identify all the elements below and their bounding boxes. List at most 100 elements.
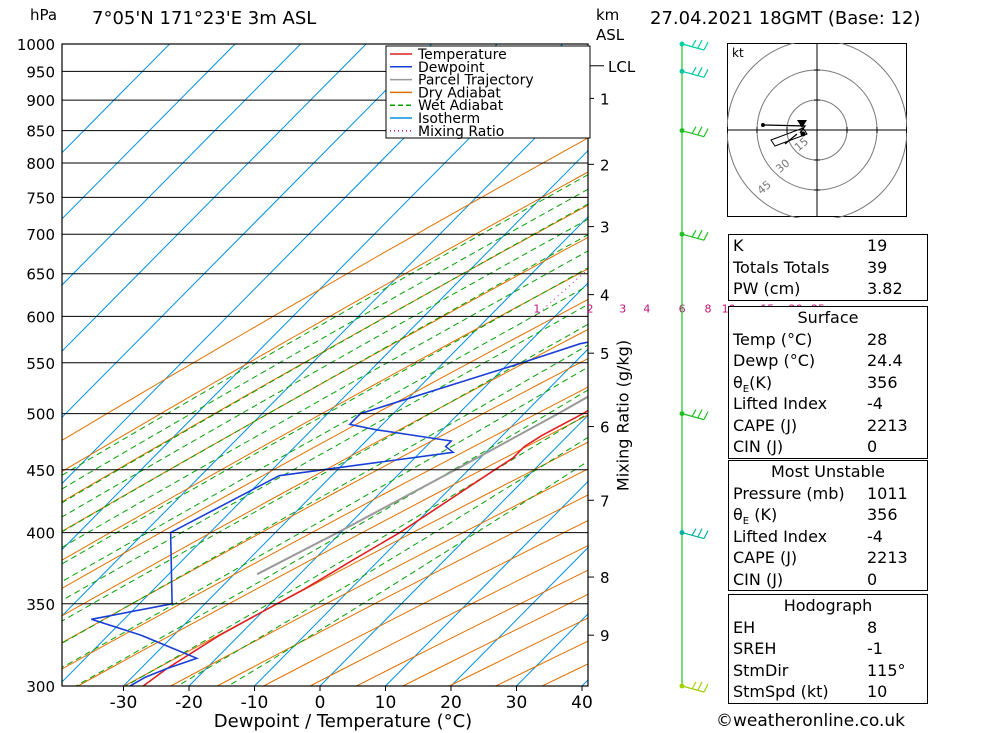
pressure-tick-label: 1000 [17, 36, 55, 54]
most-unstable-label: Pressure (mb) [733, 483, 845, 503]
dry-adiabat-line [216, 494, 588, 686]
hodograph-mean-dot [800, 131, 806, 137]
wind-barb [681, 126, 709, 138]
hodograph-label: StmDir [733, 660, 789, 680]
hodograph-label: SREH [733, 639, 777, 658]
surface-label: Dewp (°C) [733, 351, 816, 370]
wind-barb [681, 39, 709, 51]
index-row: Totals Totals 39 [729, 257, 927, 279]
pressure-tick-label: 950 [26, 63, 55, 81]
isotherm-line [62, 44, 301, 286]
most-unstable-row: CIN (J) 0 [729, 569, 927, 591]
pressure-tick-label: 650 [26, 266, 55, 284]
dry-adiabat-line [62, 358, 588, 644]
hodograph-start-dot [761, 123, 765, 127]
hodograph-value: 10 [867, 682, 888, 701]
wind-barb [681, 681, 709, 693]
hodograph-table-title: Hodograph [783, 596, 873, 615]
most-unstable-label: θE (K) [733, 505, 778, 528]
plot-border [61, 43, 589, 687]
isotherm-line [188, 282, 588, 686]
dry-adiabat-line [170, 468, 588, 686]
temperature-line [142, 409, 588, 686]
isotherm-line [385, 480, 588, 686]
mixing-ratio-label: 2 [586, 302, 593, 315]
pressure-tick-label: 400 [26, 525, 55, 543]
x-tick-label: -30 [110, 693, 138, 713]
pressure-tick-label: 600 [26, 308, 55, 326]
most-unstable-row: θE (K) 356 [729, 504, 927, 528]
dry-adiabat-line [62, 171, 588, 473]
wet-adiabat-line [62, 174, 588, 476]
wind-barbs [679, 39, 709, 693]
wet-adiabat-line [62, 285, 588, 583]
pressure-tick-label: 500 [26, 406, 55, 424]
station-location: 7°05'N 171°23'E 3m ASL [92, 8, 317, 29]
most-unstable-label: CIN (J) [733, 569, 784, 589]
surface-value: 24.4 [867, 351, 903, 370]
surface-value: -4 [867, 394, 883, 413]
isotherm-line [62, 44, 236, 220]
km-tick-label: 6 [600, 419, 610, 437]
pressure-tick-label: 300 [26, 678, 55, 696]
hodograph-shear-box [770, 127, 808, 147]
dry-adiabat-line [124, 441, 588, 686]
legend-entry: Temperature [417, 47, 507, 63]
wind-barb [681, 409, 709, 421]
index-value: 3.82 [867, 279, 903, 298]
mixing-ratio-label: 3 [619, 302, 626, 315]
x-tick-label: -20 [175, 693, 203, 713]
wet-adiabat-line [62, 188, 588, 490]
surface-row: Dewp (°C) 24.4 [729, 350, 927, 372]
hodograph-row: StmSpd (kt) 10 [729, 681, 927, 703]
plot-frame [61, 43, 589, 687]
dry-adiabat-line [62, 298, 588, 589]
hodograph-row: SREH -1 [729, 638, 927, 660]
wet-adiabat-line [62, 366, 588, 669]
legend-entry: Dry Adiabat [418, 85, 501, 101]
pressure-tick-label: 450 [26, 462, 55, 480]
isotherm-line [62, 83, 588, 617]
x-tick-label: -10 [241, 693, 269, 713]
x-tick-label: 0 [315, 693, 326, 713]
x-tick-label: 20 [440, 693, 462, 713]
pressure-tick-label: 350 [26, 596, 55, 614]
surface-row: θE(K) 356 [729, 372, 927, 395]
surface-value: 28 [867, 329, 888, 349]
km-tick-label: 5 [600, 345, 610, 363]
dry-adiabat-line [62, 386, 588, 670]
x-axis-label: Dewpoint / Temperature (°C) [214, 711, 472, 732]
hodograph-value: -1 [867, 639, 883, 658]
mixing-ratio-label: 8 [705, 302, 712, 315]
surface-row: Lifted Index -4 [729, 393, 927, 415]
isotherm-line [62, 44, 432, 419]
hodograph-trace [764, 124, 807, 145]
pressure-tick-label: 700 [26, 226, 55, 244]
most-unstable-value: 356 [867, 505, 898, 524]
most-unstable-value: 1011 [867, 483, 908, 503]
forecast-datetime: 27.04.2021 18GMT (Base: 12) [650, 8, 921, 29]
pressure-tick-label: 800 [26, 155, 55, 173]
legend-entry: Parcel Trajectory [418, 73, 534, 89]
hodograph-value: 115° [867, 660, 906, 680]
wind-barb [681, 528, 709, 540]
most-unstable-row: CAPE (J) 2213 [729, 547, 927, 569]
site-credit: ©weatheronline.co.uk [716, 711, 906, 731]
wet-adiabat-line [125, 412, 588, 686]
surface-label: CAPE (J) [733, 415, 798, 435]
wet-adiabat-line [62, 250, 588, 549]
isotherm-line [62, 44, 498, 485]
legend-entry: Wet Adiabat [418, 98, 504, 114]
legend-entry: Isotherm [418, 111, 480, 127]
unit-hpa: hPa [30, 6, 58, 24]
surface-row: CIN (J) 0 [729, 436, 927, 458]
parcel-trajectory-line [256, 395, 588, 576]
most-unstable-row: Lifted Index -4 [729, 526, 927, 548]
km-tick-label: 2 [600, 156, 610, 174]
pressure-tick-label: 900 [26, 92, 55, 110]
hodograph-table: Hodograph EH 8 SREH -1 StmDir 115° StmSpd (kt)… [728, 594, 928, 704]
mixing-ratio-label: 1 [533, 302, 540, 315]
x-tick-label: 40 [571, 693, 593, 713]
most-unstable-title: Most Unstable [771, 462, 885, 481]
